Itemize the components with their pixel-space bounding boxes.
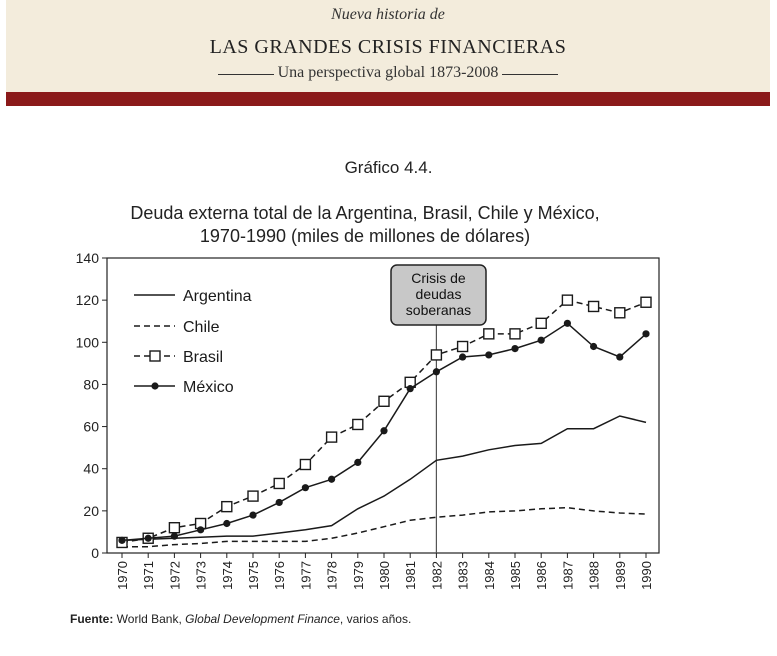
y-tick-label: 120 — [76, 292, 100, 308]
x-tick-label: 1986 — [534, 561, 549, 590]
subtitle-rule-left — [217, 74, 274, 75]
x-tick-label: 1978 — [325, 561, 340, 590]
data-point-brasil — [456, 340, 469, 353]
subtitle-rule-right — [502, 74, 559, 75]
data-point-méxico — [354, 458, 362, 466]
series-line-chile — [122, 506, 647, 548]
legend-marker-brasil — [149, 350, 161, 362]
x-tick-label: 1970 — [115, 561, 130, 590]
x-tick-label: 1990 — [639, 561, 654, 590]
data-point-méxico — [563, 319, 572, 327]
data-point-méxico — [406, 385, 414, 393]
source-title: Global Development Finance — [185, 612, 340, 626]
data-point-méxico — [642, 330, 650, 338]
y-tick-label: 100 — [76, 334, 100, 350]
x-tick-label: 1971 — [141, 561, 156, 590]
data-point-méxico — [144, 534, 152, 542]
data-point-méxico — [118, 536, 126, 544]
header-color-bar — [6, 92, 770, 106]
legend-marker-méxico — [151, 382, 159, 390]
x-tick-label: 1987 — [560, 561, 575, 590]
x-tick-label: 1984 — [482, 561, 497, 590]
y-tick-label: 40 — [83, 461, 99, 477]
x-tick-label: 1988 — [587, 561, 602, 590]
data-point-méxico — [511, 345, 519, 353]
source-text-after: , varios años. — [339, 612, 412, 626]
data-point-méxico — [170, 532, 178, 540]
legend-label-brasil: Brasil — [183, 349, 223, 366]
x-tick-label: 1972 — [167, 561, 182, 590]
x-tick-label: 1983 — [456, 561, 471, 590]
book-subtitle-text: Una perspectiva global 1873-2008 — [277, 64, 499, 81]
legend-label-chile: Chile — [183, 319, 220, 336]
data-point-brasil — [325, 431, 338, 443]
y-tick-label: 0 — [91, 545, 99, 561]
data-point-brasil — [247, 490, 259, 502]
data-point-brasil — [273, 477, 285, 490]
data-point-brasil — [614, 307, 626, 319]
x-tick-label: 1989 — [613, 561, 628, 590]
data-point-méxico — [616, 353, 624, 361]
data-point-méxico — [301, 484, 309, 492]
source-text-before: World Bank, — [113, 612, 186, 626]
book-title: LAS GRANDES CRISIS FINANCIERAS — [209, 36, 567, 58]
y-tick-label: 60 — [83, 419, 99, 435]
data-point-méxico — [380, 427, 388, 435]
data-point-méxico — [275, 498, 283, 507]
data-point-brasil — [352, 418, 364, 431]
crisis-label: soberanas — [406, 302, 471, 318]
source-note: Fuente: World Bank, Global Development F… — [70, 612, 411, 626]
crisis-box — [390, 264, 487, 326]
book-header: Nueva historia de LAS GRANDES CRISIS FIN… — [6, 0, 770, 92]
data-point-méxico — [197, 526, 205, 534]
data-point-méxico — [485, 351, 493, 359]
x-tick-label: 1975 — [246, 561, 261, 590]
x-tick-label: 1982 — [429, 561, 444, 590]
y-tick-label: 20 — [83, 503, 99, 519]
series-line-argentina — [121, 415, 647, 542]
chart-title: Deuda externa total de la Argentina, Bra… — [40, 202, 690, 248]
data-point-brasil — [168, 522, 181, 534]
chart-title-line2: 1970-1990 (miles de millones de dólares) — [199, 226, 531, 246]
data-point-brasil — [430, 349, 443, 361]
data-point-méxico — [459, 353, 467, 361]
data-point-brasil — [535, 317, 547, 330]
data-point-méxico — [328, 475, 336, 483]
data-point-brasil — [509, 328, 521, 340]
data-point-brasil — [483, 328, 495, 340]
data-point-méxico — [537, 336, 545, 344]
x-tick-label: 1979 — [351, 561, 366, 590]
x-tick-label: 1973 — [194, 561, 209, 590]
data-point-brasil — [561, 294, 574, 306]
data-point-méxico — [590, 342, 598, 351]
data-point-brasil — [299, 458, 312, 471]
series-line-brasil — [121, 299, 647, 544]
plot-frame — [106, 257, 660, 554]
legend-label-méxico: México — [183, 379, 234, 396]
book-pretitle: Nueva historia de — [331, 6, 445, 23]
crisis-label: deudas — [416, 286, 462, 302]
x-tick-label: 1985 — [508, 561, 523, 590]
legend-label-argentina: Argentina — [183, 288, 252, 305]
x-tick-label: 1981 — [403, 561, 418, 590]
x-tick-label: 1980 — [377, 561, 392, 590]
data-point-méxico — [249, 511, 257, 519]
figure-number: Gráfico 4.4. — [344, 158, 433, 177]
x-tick-label: 1977 — [298, 561, 313, 590]
data-point-brasil — [378, 395, 390, 407]
crisis-label: Crisis de — [411, 270, 466, 286]
data-point-brasil — [587, 300, 600, 313]
data-point-méxico — [223, 519, 231, 528]
x-tick-label: 1974 — [220, 561, 235, 590]
data-point-brasil — [640, 296, 652, 308]
y-tick-label: 140 — [76, 250, 100, 266]
source-label: Fuente: — [70, 612, 114, 626]
chart-title-line1: Deuda externa total de la Argentina, Bra… — [130, 203, 600, 223]
data-point-méxico — [432, 368, 440, 376]
data-point-brasil — [221, 500, 233, 513]
y-tick-label: 80 — [83, 376, 99, 392]
x-tick-label: 1976 — [272, 561, 287, 590]
book-subtitle: Una perspectiva global 1873-2008 — [6, 64, 770, 82]
